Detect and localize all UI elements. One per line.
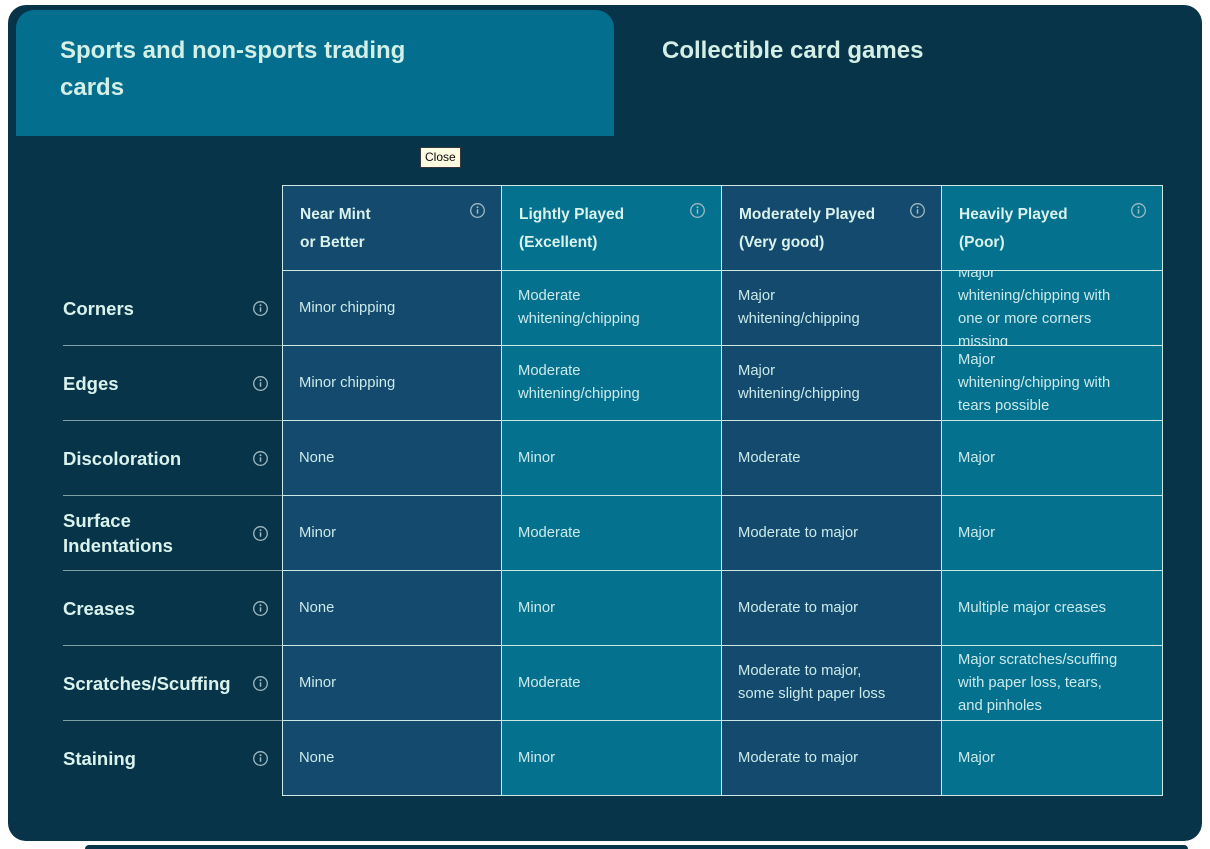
row-label: Scratches/Scuffing [63, 646, 282, 721]
info-icon[interactable] [252, 750, 269, 767]
condition-cell: Major scratches/scuffing with paper loss… [942, 646, 1163, 721]
close-tooltip: Close [420, 147, 461, 168]
tab-sports-label: Sports and non-sports trading cards [60, 37, 406, 101]
condition-cell: None [282, 721, 502, 796]
condition-cell: Major [942, 496, 1163, 571]
condition-cell: Major whitening/chipping [722, 346, 942, 421]
column-header-line1: Heavily Played [959, 206, 1068, 223]
condition-cell: Major whitening/chipping [722, 271, 942, 346]
row-label: Edges [63, 346, 282, 421]
column-header-line1: Moderately Played [739, 206, 876, 223]
condition-cell: Minor [502, 571, 722, 646]
condition-cell: Major whitening/chipping with one or mor… [942, 265, 1163, 350]
info-icon[interactable] [469, 202, 486, 219]
info-icon[interactable] [252, 525, 269, 542]
row-label-text: Staining [63, 748, 136, 769]
tab-collectible-label: Collectible card games [662, 37, 924, 64]
condition-cell: Minor chipping [282, 271, 502, 346]
info-icon[interactable] [252, 300, 269, 317]
info-icon[interactable] [1130, 202, 1147, 219]
condition-cell: None [282, 421, 502, 496]
condition-cell: Minor [282, 646, 502, 721]
condition-cell: Moderate to major [722, 721, 942, 796]
condition-cell: Moderate to major [722, 571, 942, 646]
condition-cell: Multiple major creases [942, 571, 1163, 646]
condition-cell: Minor [502, 721, 722, 796]
row-label: Staining [63, 721, 282, 796]
condition-cell: Moderate whitening/chipping [502, 346, 722, 421]
condition-cell: Major [942, 421, 1163, 496]
tab-sports-trading-cards[interactable]: Sports and non-sports trading cards [16, 10, 614, 136]
tab-collectible-card-games[interactable]: Collectible card games [614, 10, 1210, 136]
info-icon[interactable] [252, 375, 269, 392]
conditions-table: Near Mint or Better Lightly Played (Exce… [63, 185, 1163, 796]
column-header-heavily-played: Heavily Played (Poor) [942, 185, 1163, 271]
row-label: Discoloration [63, 421, 282, 496]
column-header-line2: (Very good) [739, 234, 825, 251]
condition-cell: Major whitening/chipping with tears poss… [942, 346, 1163, 421]
condition-cell: Moderate [502, 646, 722, 721]
condition-cell: Minor chipping [282, 346, 502, 421]
info-icon[interactable] [909, 202, 926, 219]
info-icon[interactable] [689, 202, 706, 219]
row-label-text: Edges [63, 372, 119, 394]
condition-cell: Minor [282, 496, 502, 571]
info-icon[interactable] [252, 675, 269, 692]
column-header-line2: or Better [300, 234, 365, 251]
condition-cell: Moderate to major, some slight paper los… [722, 646, 942, 721]
row-label-text: Corners [63, 297, 134, 319]
row-label: Creases [63, 571, 282, 646]
row-label-text: Scratches/Scuffing [63, 672, 231, 694]
column-header-line1: Lightly Played [519, 206, 625, 223]
condition-cell: Moderate [722, 421, 942, 496]
table-corner-spacer [63, 185, 282, 271]
row-label-text: Creases [63, 597, 136, 619]
condition-cell: Moderate [502, 496, 722, 571]
column-header-line2: (Excellent) [519, 234, 598, 251]
next-section-top-edge [85, 845, 1188, 849]
column-header-lightly-played: Lightly Played (Excellent) [502, 185, 722, 271]
row-label: Corners [63, 271, 282, 346]
condition-cell: Moderate whitening/chipping [502, 271, 722, 346]
column-header-near-mint: Near Mint or Better [282, 185, 502, 271]
column-header-line1: Near Mint [300, 206, 371, 223]
column-header-moderately-played: Moderately Played (Very good) [722, 185, 942, 271]
condition-cell: Minor [502, 421, 722, 496]
column-header-line2: (Poor) [959, 234, 1005, 251]
row-label-text: Discoloration [63, 447, 182, 469]
condition-cell: Major [942, 721, 1163, 796]
row-label: Surface Indentations [63, 496, 282, 571]
row-label-text: Surface Indentations [63, 510, 173, 556]
condition-cell: Moderate to major [722, 496, 942, 571]
condition-cell: None [282, 571, 502, 646]
info-icon[interactable] [252, 600, 269, 617]
info-icon[interactable] [252, 450, 269, 467]
card-conditions-panel: Sports and non-sports trading cards Coll… [8, 5, 1202, 841]
